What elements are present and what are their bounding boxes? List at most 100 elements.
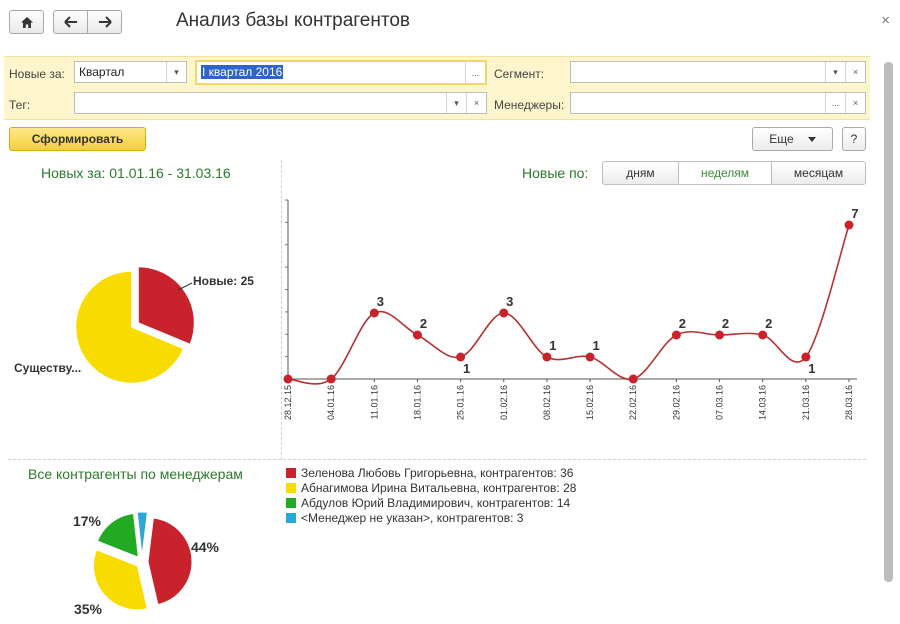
data-point <box>844 220 854 230</box>
data-point <box>671 330 681 340</box>
segment-label: Сегмент: <box>494 67 545 81</box>
data-label: 2 <box>722 316 729 331</box>
pie-slice <box>96 512 139 559</box>
x-tick-label: 01.02.16 <box>499 385 509 420</box>
pie-label-new: Новые: 25 <box>193 274 254 288</box>
legend-item: Абдулов Юрий Владимирович, контрагентов:… <box>286 495 576 510</box>
managers-choose-button[interactable]: ... <box>825 93 845 113</box>
help-button[interactable]: ? <box>842 127 866 151</box>
x-tick-label: 28.12.15 <box>283 385 293 420</box>
filter-panel: Новые за: Квартал ▾ I квартал 2016 ... С… <box>4 56 870 120</box>
grouping-weeks-button[interactable]: неделям <box>678 161 772 185</box>
tag-dropdown-icon[interactable]: ▾ <box>446 93 466 113</box>
period-field[interactable]: I квартал 2016 ... <box>195 60 487 85</box>
pie-percent-label: 17% <box>73 513 102 529</box>
pie-label-existing: Существу... <box>14 361 81 375</box>
managers-legend: Зеленова Любовь Григорьевна, контрагенто… <box>286 465 576 525</box>
managers-field[interactable]: ... × <box>570 92 866 114</box>
legend-item: <Менеджер не указан>, контрагентов: 3 <box>286 510 576 525</box>
data-label: 7 <box>851 206 858 221</box>
back-button[interactable] <box>53 10 88 34</box>
pie-slice <box>137 266 195 345</box>
forward-button[interactable] <box>87 10 122 34</box>
managers-heading: Все контрагенты по менеджерам <box>28 466 243 482</box>
x-tick-label: 21.03.16 <box>801 385 811 420</box>
data-label: 1 <box>592 338 599 353</box>
home-icon <box>20 16 33 28</box>
data-label: 3 <box>377 294 384 309</box>
x-tick-label: 28.03.16 <box>844 385 854 420</box>
period-choose-button[interactable]: ... <box>465 62 485 83</box>
segment-field[interactable]: ▾ × <box>570 61 866 83</box>
data-point <box>801 352 811 362</box>
tag-field[interactable]: ▾ × <box>74 92 487 114</box>
legend-item: Зеленова Любовь Григорьевна, контрагенто… <box>286 465 576 480</box>
legend-label: Абнагимова Ирина Витальевна, контрагенто… <box>301 480 577 495</box>
data-point <box>758 330 768 340</box>
close-icon[interactable]: × <box>881 12 890 29</box>
grouping-label: Новые по: <box>522 165 589 181</box>
panel-divider-horizontal <box>8 459 866 460</box>
data-label: 1 <box>549 338 556 353</box>
legend-swatch <box>286 512 296 523</box>
data-label: 3 <box>506 294 513 309</box>
legend-label: Абдулов Юрий Владимирович, контрагентов:… <box>301 495 571 510</box>
more-button[interactable]: Еще <box>752 127 833 151</box>
new-period-heading: Новых за: 01.01.16 - 31.03.16 <box>41 165 231 181</box>
pie-percent-label: 44% <box>191 539 220 555</box>
x-tick-label: 04.01.16 <box>326 385 336 420</box>
data-point <box>412 330 422 340</box>
new-for-select[interactable]: Квартал ▾ <box>74 61 187 83</box>
data-label: 1 <box>808 361 815 376</box>
new-for-dropdown-icon[interactable]: ▾ <box>166 62 186 82</box>
pie-slice <box>75 270 185 384</box>
panel-divider-vertical <box>281 160 282 460</box>
page-title: Анализ базы контрагентов <box>176 10 411 31</box>
legend-label: <Менеджер не указан>, контрагентов: 3 <box>301 510 524 525</box>
data-point <box>326 374 336 384</box>
data-label: 2 <box>679 316 686 331</box>
data-label: 2 <box>420 316 427 331</box>
period-value: I квартал 2016 <box>201 65 284 79</box>
segment-dropdown-icon[interactable]: ▾ <box>825 62 845 82</box>
tag-clear-icon[interactable]: × <box>466 93 486 113</box>
data-label: 1 <box>463 361 470 376</box>
new-for-value: Квартал <box>79 65 125 79</box>
data-label: 2 <box>765 316 772 331</box>
managers-label: Менеджеры: <box>494 98 565 112</box>
data-point <box>283 374 293 384</box>
pie-slice <box>92 549 148 611</box>
pie-slice <box>147 517 193 606</box>
grouping-days-button[interactable]: дням <box>602 161 679 185</box>
arrow-right-icon <box>98 16 112 28</box>
data-point <box>585 352 595 362</box>
x-tick-label: 07.03.16 <box>715 385 725 420</box>
new-for-label: Новые за: <box>9 67 65 81</box>
legend-label: Зеленова Любовь Григорьевна, контрагенто… <box>301 465 574 480</box>
x-tick-label: 11.01.16 <box>369 385 379 419</box>
segment-clear-icon[interactable]: × <box>845 62 865 82</box>
home-button[interactable] <box>9 10 44 34</box>
generate-button[interactable]: Сформировать <box>9 127 146 151</box>
data-point <box>456 352 466 362</box>
managers-clear-icon[interactable]: × <box>845 93 865 113</box>
x-tick-label: 18.01.16 <box>412 385 422 420</box>
grouping-months-button[interactable]: месяцам <box>771 161 866 185</box>
legend-item: Абнагимова Ирина Витальевна, контрагенто… <box>286 480 576 495</box>
data-point <box>542 352 552 362</box>
x-tick-label: 15.02.16 <box>585 385 595 420</box>
x-tick-label: 22.02.16 <box>628 385 638 420</box>
legend-swatch <box>286 482 296 493</box>
tag-label: Тег: <box>9 98 31 112</box>
data-point <box>499 308 509 318</box>
arrow-left-icon <box>63 16 77 28</box>
data-point <box>715 330 725 340</box>
legend-swatch <box>286 497 296 508</box>
x-tick-label: 14.03.16 <box>758 385 768 420</box>
pie-percent-label: 35% <box>74 601 103 617</box>
vertical-scrollbar[interactable] <box>884 62 893 582</box>
x-tick-label: 25.01.16 <box>456 385 466 420</box>
legend-swatch <box>286 467 296 478</box>
data-point <box>628 374 638 384</box>
data-point <box>369 308 379 318</box>
